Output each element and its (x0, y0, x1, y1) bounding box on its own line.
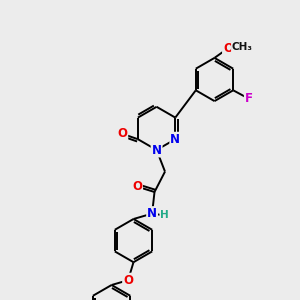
Text: F: F (245, 92, 253, 105)
Text: N: N (170, 133, 180, 146)
Text: O: O (117, 127, 127, 140)
Text: CH₃: CH₃ (232, 42, 253, 52)
Text: N: N (147, 207, 157, 220)
Text: O: O (123, 274, 133, 287)
Text: N: N (152, 143, 162, 157)
Text: O: O (132, 180, 142, 193)
Text: O: O (223, 42, 233, 55)
Text: H: H (160, 210, 169, 220)
